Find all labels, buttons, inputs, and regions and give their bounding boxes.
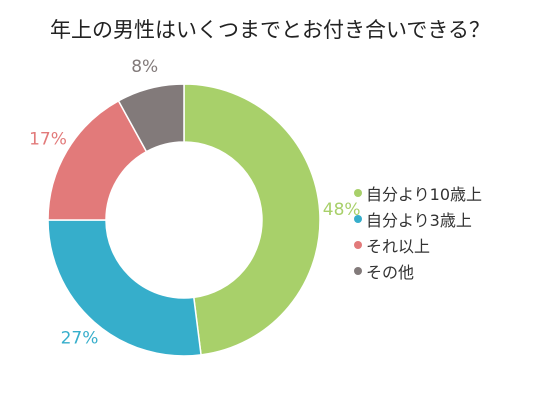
legend: 自分より10歳上 自分より3歳上 それ以上その他 [354,180,482,284]
value-label-3: 17% [29,130,67,150]
donut-slice-4 [117,83,185,153]
legend-dot-icon [354,267,362,275]
donut-slice-1 [183,83,321,356]
legend-item-1: 自分より10歳上 [354,180,482,206]
value-label-2: 27% [61,329,99,349]
legend-label: その他 [366,263,415,282]
chart-title: 年上の男性はいくつまでとお付き合いできる？ [50,18,490,42]
legend-dot-icon [354,189,362,197]
donut-slices [47,83,321,357]
legend-item-3: それ以上 [354,232,482,258]
value-labels: 48% 27% 17% 8% [29,57,360,349]
legend-label: 自分より10歳上 [366,185,483,204]
legend-dot-icon [354,241,362,249]
legend-label: それ以上 [366,237,431,256]
value-label-1: 48% [323,200,361,220]
value-label-4: 8% [131,57,158,77]
legend-dot-icon [354,215,362,223]
legend-item-2: 自分より3歳上 [354,206,482,232]
donut-slice-2 [47,219,202,357]
legend-item-4: その他 [354,258,482,284]
legend-label: 自分より3歳上 [366,211,472,230]
